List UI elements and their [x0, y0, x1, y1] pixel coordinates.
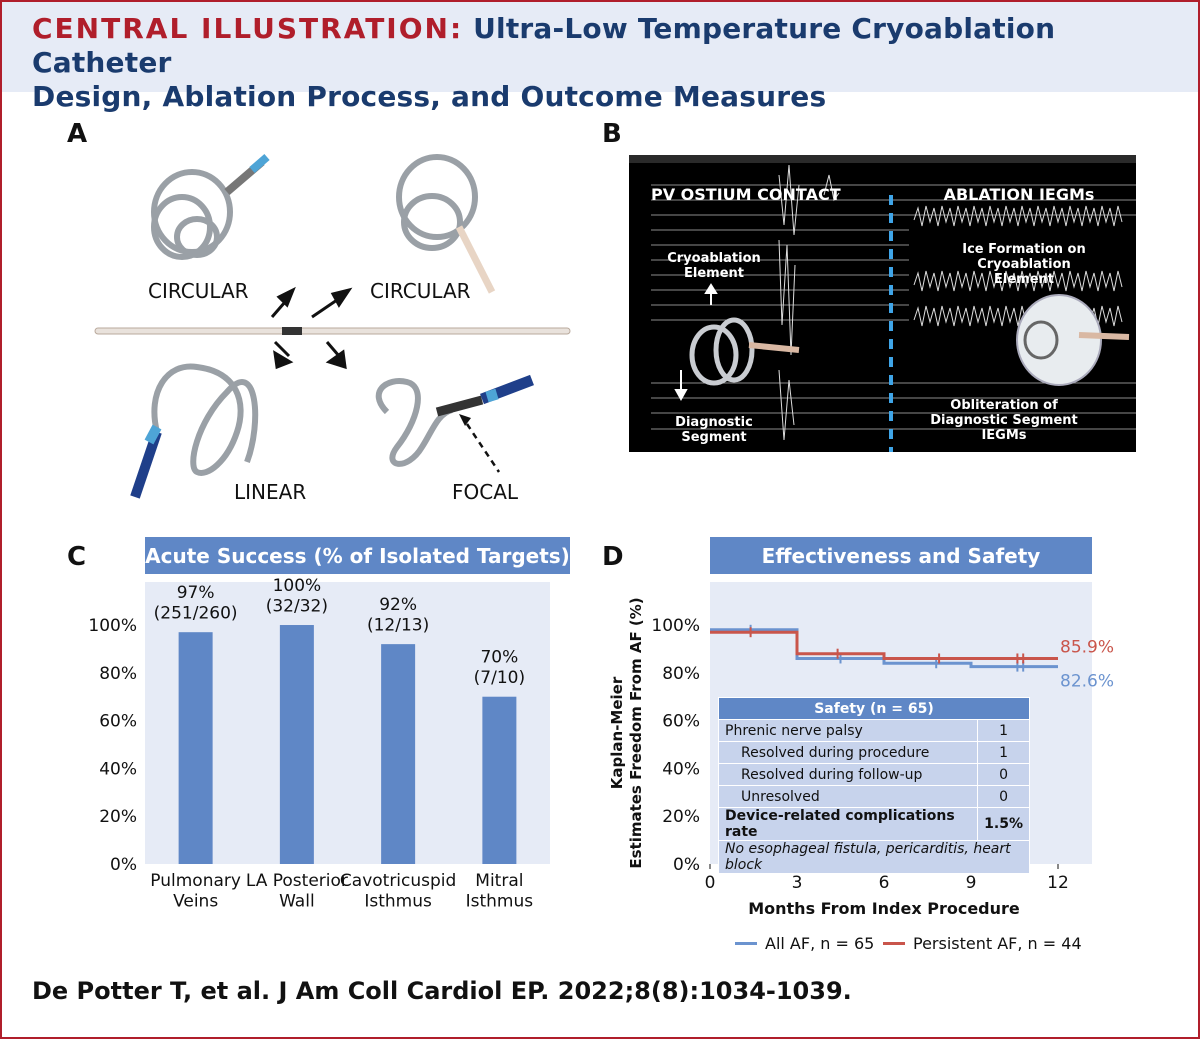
panel-b-letter: B	[602, 119, 622, 149]
km-series-line	[710, 630, 1058, 660]
y-tick-label: 100%	[88, 616, 137, 636]
y-tick-label: 80%	[99, 664, 137, 684]
egm-catheter-left	[689, 317, 800, 386]
page-title: CENTRAL ILLUSTRATION: Ultra-Low Temperat…	[32, 12, 1182, 114]
egm-left-title: PV OSTIUM CONTACT	[651, 185, 841, 204]
title-label: CENTRAL ILLUSTRATION:	[32, 12, 464, 45]
y-tick-label: 40%	[99, 759, 137, 779]
safety-row-label: Phrenic nerve palsy	[717, 719, 979, 742]
panel-a-letter: A	[67, 119, 88, 149]
x-category-label: Mitral Isthmus	[466, 871, 534, 911]
focal-catheter	[375, 374, 534, 473]
egm-ice-formation-label: Ice Formation on Cryoablation Element	[962, 242, 1086, 287]
title-line2: Design, Ablation Process, and Outcome Me…	[32, 80, 827, 113]
table-row: Resolved during procedure 1	[717, 741, 1030, 764]
bar-data-label: 70% (7/10)	[474, 648, 525, 688]
safety-row-value: 0	[977, 785, 1030, 808]
bar	[482, 696, 517, 864]
y-tick-label: 0%	[673, 855, 700, 875]
x-axis-label: Months From Index Procedure	[748, 899, 1020, 918]
table-row: Device-related complications rate 1.5%	[717, 807, 1030, 841]
legend-swatch-persistent	[883, 942, 905, 945]
y-axis-label: Kaplan-MeierEstimates Freedom From AF (%…	[608, 597, 645, 868]
catheter-illustration	[94, 153, 571, 499]
chart-d-title: Effectiveness and Safety	[710, 537, 1092, 574]
x-tick-label: 6	[879, 873, 890, 893]
y-tick-label: 20%	[662, 807, 700, 827]
title-line1: Ultra-Low Temperature Cryoablation Cathe…	[32, 12, 1056, 79]
legend-swatch-all	[735, 942, 757, 945]
safety-title: Safety (n = 65)	[718, 697, 1030, 720]
safety-row-value: 1	[977, 741, 1030, 764]
km-end-label: 85.9%	[1060, 637, 1114, 657]
egm-arrows	[674, 283, 718, 402]
y-tick-label: 40%	[662, 759, 700, 779]
egm-catheter-right	[1016, 294, 1130, 386]
linear-catheter	[130, 363, 259, 499]
bar-data-label: 100% (32/32)	[266, 576, 328, 616]
table-row: Unresolved 0	[717, 785, 1030, 808]
x-tick-label: 3	[792, 873, 803, 893]
circular-catheter-2	[396, 154, 496, 294]
bar-data-label: 97% (251/260)	[154, 583, 238, 623]
label-circular-1: CIRCULAR	[148, 279, 249, 303]
panel-c-letter: C	[67, 542, 87, 572]
y-tick-label: 20%	[99, 807, 137, 827]
egm-cryo-element-label: Cryoablation Element	[667, 251, 761, 281]
bar	[279, 625, 314, 864]
panel-d-letter: D	[602, 542, 624, 572]
egm-obliteration-label: Obliteration of Diagnostic Segment IEGMs	[930, 398, 1078, 443]
x-tick-label: 0	[705, 873, 716, 893]
label-focal: FOCAL	[452, 480, 519, 504]
legend-label-all: All AF, n = 65	[765, 934, 875, 953]
table-row: Resolved during follow-up 0	[717, 763, 1030, 786]
label-circular-2: CIRCULAR	[370, 279, 471, 303]
safety-row-label: Resolved during follow-up	[717, 763, 979, 786]
y-tick-label: 100%	[651, 616, 700, 636]
catheter-shaft	[94, 327, 571, 335]
egm-diag-segment-label: Diagnostic Segment	[675, 415, 753, 445]
safety-row-value: 1	[977, 719, 1030, 742]
safety-row-value: 1.5%	[977, 807, 1030, 841]
bar	[178, 632, 213, 864]
table-row: Phrenic nerve palsy 1	[717, 719, 1030, 742]
safety-row-label: Device-related complications rate	[717, 807, 979, 841]
safety-row-label: Unresolved	[717, 785, 979, 808]
ablation-egm-screenshot: PV OSTIUM CONTACT ABLATION IEGMs Cryoabl…	[629, 155, 1136, 452]
catheter-electrode	[282, 327, 302, 335]
direction-arrows	[270, 286, 353, 370]
bar-data-label: 92% (12/13)	[367, 595, 429, 635]
label-linear: LINEAR	[234, 480, 307, 504]
citation: De Potter T, et al. J Am Coll Cardiol EP…	[32, 977, 852, 1005]
bar-chart-svg: 0% 20% 40% 60% 80% 100% 97% (251/260) Pulmonary V…	[88, 576, 550, 911]
safety-note: No esophageal fistula, pericarditis, hea…	[718, 840, 1030, 874]
chart-c-title: Acute Success (% of Isolated Targets)	[145, 537, 570, 574]
x-tick-label: 9	[966, 873, 977, 893]
km-end-label: 82.6%	[1060, 672, 1114, 692]
table-row: No esophageal fistula, pericarditis, hea…	[718, 840, 1030, 874]
y-tick-label: 60%	[99, 712, 137, 732]
safety-row-label: Resolved during procedure	[717, 741, 979, 764]
bar	[381, 644, 416, 864]
legend-persistent-af: Persistent AF, n = 44	[883, 934, 1082, 953]
x-category-label: Pulmonary Veins	[150, 871, 241, 911]
egm-traces	[629, 155, 1136, 452]
circular-catheter-1	[151, 153, 270, 260]
safety-table: Safety (n = 65) Phrenic nerve palsy 1 Res…	[717, 697, 1030, 874]
header: CENTRAL ILLUSTRATION: Ultra-Low Temperat…	[2, 2, 1198, 113]
x-category-label: LA Posterior Wall	[246, 871, 348, 911]
x-category-label: Cavotricuspid Isthmus	[340, 871, 456, 911]
egm-right-title: ABLATION IEGMs	[943, 185, 1095, 204]
safety-row-value: 0	[977, 763, 1030, 786]
legend-label-persistent: Persistent AF, n = 44	[913, 934, 1082, 953]
y-tick-label: 0%	[110, 855, 137, 875]
x-tick-label: 12	[1047, 873, 1069, 893]
y-tick-label: 80%	[662, 664, 700, 684]
y-tick-label: 60%	[662, 712, 700, 732]
legend-all-af: All AF, n = 65	[735, 934, 874, 953]
